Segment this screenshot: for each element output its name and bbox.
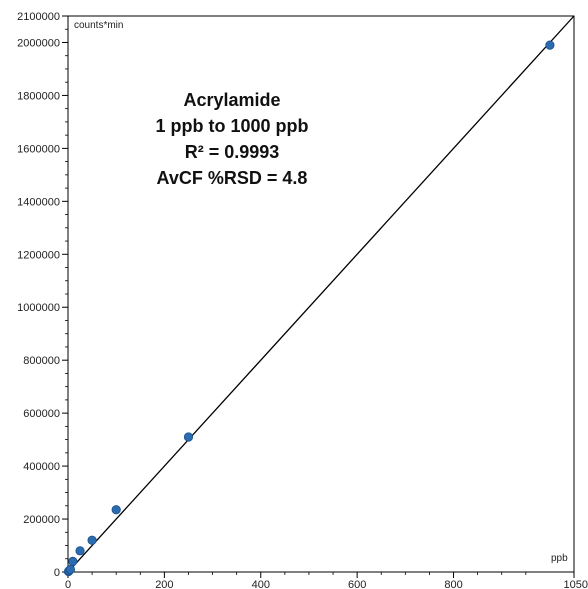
x-tick-label: 1050 — [564, 579, 588, 589]
x-tick-label: 0 — [65, 579, 71, 589]
y-tick-label: 1600000 — [17, 143, 60, 155]
data-point — [68, 556, 78, 567]
y-unit-label: counts*min — [74, 20, 123, 31]
y-tick-label: 0 — [54, 567, 60, 579]
y-tick-label: 2000000 — [17, 37, 60, 49]
annotation-title: Acrylamide — [183, 90, 280, 110]
y-tick-label: 2100000 — [17, 11, 60, 23]
x-tick-label: 200 — [155, 579, 173, 589]
x-tick-label: 600 — [348, 579, 366, 589]
annotation-r2: R² = 0.9993 — [185, 142, 280, 162]
data-point — [545, 40, 555, 50]
annotation-rsd: AvCF %RSD = 4.8 — [157, 168, 308, 188]
data-point — [111, 505, 121, 515]
y-tick-label: 800000 — [23, 355, 60, 367]
y-tick-label: 1400000 — [17, 196, 60, 208]
y-tick-label: 1000000 — [17, 302, 60, 314]
x-unit-label: ppb — [551, 553, 568, 564]
data-point — [87, 535, 97, 545]
y-tick-label: 1200000 — [17, 249, 60, 261]
x-tick-label: 400 — [252, 579, 270, 589]
data-point — [65, 564, 76, 574]
fit-line-group — [67, 15, 575, 573]
chart-ticks: 0 200000 400000 600000 800000 1000000 1200000 1… — [17, 11, 588, 589]
x-tick-label: 800 — [444, 579, 462, 589]
fit-line — [67, 15, 575, 573]
y-tick-label: 200000 — [23, 514, 60, 526]
data-points — [63, 40, 555, 577]
data-point — [183, 432, 194, 442]
y-tick-label: 1800000 — [17, 90, 60, 102]
y-tick-label: 400000 — [23, 461, 60, 473]
y-tick-label: 600000 — [23, 408, 60, 420]
annotation-range: 1 ppb to 1000 ppb — [155, 116, 308, 136]
data-point — [75, 546, 85, 556]
